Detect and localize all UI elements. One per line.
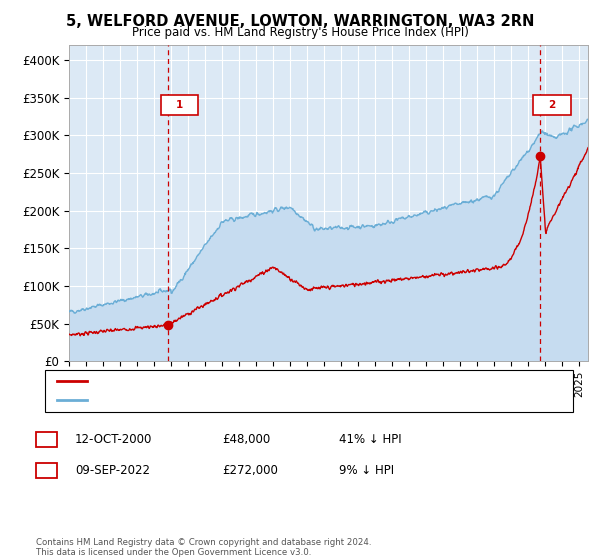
FancyBboxPatch shape xyxy=(161,95,198,115)
Text: HPI: Average price, detached house, Wigan: HPI: Average price, detached house, Wiga… xyxy=(96,395,322,405)
Text: 1: 1 xyxy=(43,435,50,445)
Text: 2: 2 xyxy=(43,465,50,475)
Text: 5, WELFORD AVENUE, LOWTON, WARRINGTON, WA3 2RN: 5, WELFORD AVENUE, LOWTON, WARRINGTON, W… xyxy=(66,14,534,29)
Text: 41% ↓ HPI: 41% ↓ HPI xyxy=(339,433,401,446)
Text: Contains HM Land Registry data © Crown copyright and database right 2024.
This d: Contains HM Land Registry data © Crown c… xyxy=(36,538,371,557)
Text: Price paid vs. HM Land Registry's House Price Index (HPI): Price paid vs. HM Land Registry's House … xyxy=(131,26,469,39)
Text: 9% ↓ HPI: 9% ↓ HPI xyxy=(339,464,394,477)
Text: £272,000: £272,000 xyxy=(222,464,278,477)
Text: 2: 2 xyxy=(548,100,556,110)
Text: 1: 1 xyxy=(176,100,183,110)
Text: 5, WELFORD AVENUE, LOWTON, WARRINGTON, WA3 2RN (detached house): 5, WELFORD AVENUE, LOWTON, WARRINGTON, W… xyxy=(96,376,487,386)
Text: 12-OCT-2000: 12-OCT-2000 xyxy=(75,433,152,446)
Text: 09-SEP-2022: 09-SEP-2022 xyxy=(75,464,150,477)
FancyBboxPatch shape xyxy=(533,95,571,115)
Text: £48,000: £48,000 xyxy=(222,433,270,446)
